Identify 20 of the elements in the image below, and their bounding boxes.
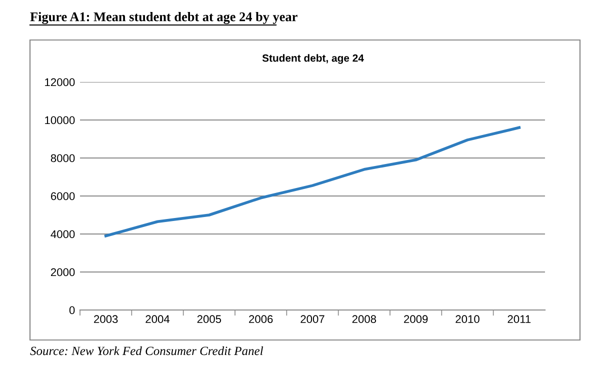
x-tick-label: 2008 — [352, 315, 376, 324]
x-tick-label: 2011 — [508, 315, 531, 324]
source-note: Source: New York Fed Consumer Credit Panel — [30, 346, 264, 356]
x-tick-label: 2005 — [197, 315, 222, 324]
chart-title: Figure A1: Mean student debt at age 24 by year — [30, 12, 298, 24]
x-tick-label: 2010 — [456, 315, 480, 324]
x-tick-label: 2009 — [404, 315, 428, 324]
y-tick-label: 4000 — [50, 230, 75, 238]
y-tick-label: 8000 — [50, 154, 75, 162]
x-tick-label: 2003 — [94, 315, 118, 324]
chart-subtitle: Student debt, age 24 — [262, 54, 364, 64]
x-tick-label: 2004 — [146, 315, 170, 324]
x-tick-label: 2007 — [300, 315, 324, 324]
y-tick-label: 0 — [69, 306, 75, 314]
x-tick-label: 2006 — [249, 315, 273, 324]
y-tick-label: 2000 — [50, 268, 75, 276]
y-tick-label: 12000 — [45, 78, 75, 86]
y-tick-label: 10000 — [45, 116, 75, 124]
y-tick-label: 6000 — [50, 192, 75, 200]
line-series — [104, 126, 521, 238]
